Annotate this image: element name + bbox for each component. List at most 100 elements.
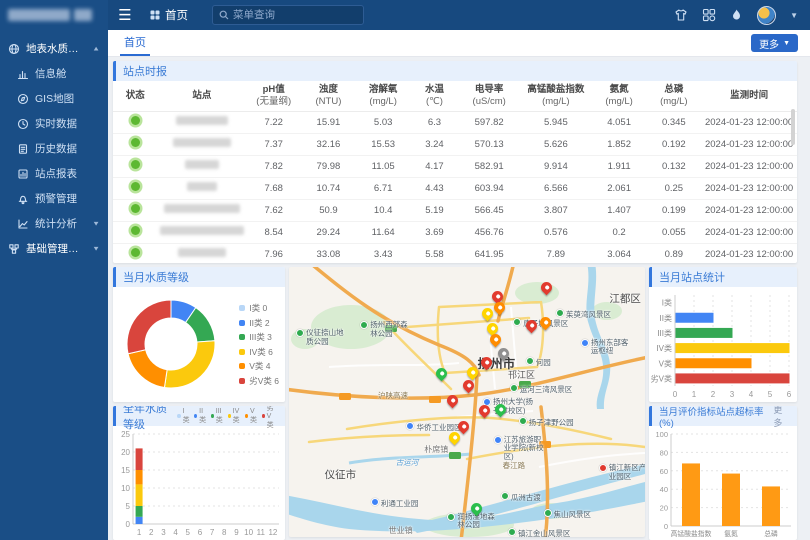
legend-item[interactable]: II类 2 [239, 316, 279, 331]
sidebar-item-历史数据[interactable]: 历史数据 [0, 136, 108, 161]
station-pin-red[interactable] [444, 393, 460, 409]
cell-value: 7.37 [246, 133, 302, 156]
hamburger-menu-icon[interactable]: ☰ [118, 7, 132, 24]
poi-icon [580, 338, 589, 347]
sidebar-item-GIS地图[interactable]: GIS地图 [0, 86, 108, 111]
search-input[interactable] [233, 9, 343, 21]
cell-value: 4.43 [410, 177, 459, 200]
sidebar-item-信息舱[interactable]: 信息舱 [0, 61, 108, 86]
cell-value: 9.914 [519, 155, 592, 178]
panel-title: 当月水质等级 [123, 272, 189, 284]
svg-text:V类: V类 [659, 358, 672, 368]
legend-item[interactable]: V类 [245, 408, 258, 425]
station-pin-red[interactable] [460, 377, 476, 393]
svg-text:6: 6 [198, 528, 203, 537]
cell-value: 5.03 [355, 111, 411, 134]
poi-icon [509, 384, 518, 393]
legend-item[interactable]: 劣V类 6 [239, 374, 279, 389]
theme-shirt-icon[interactable] [674, 8, 688, 22]
panel-title: 当月站点统计 [659, 272, 725, 284]
legend-item[interactable]: II类 [194, 408, 207, 425]
status-dot [113, 111, 158, 134]
compass-icon [17, 93, 29, 104]
cell-value: 5.58 [410, 243, 459, 263]
cell-value: 7.22 [246, 111, 302, 134]
station-name-redacted [157, 199, 247, 222]
svg-text:40: 40 [660, 485, 668, 494]
svg-text:1: 1 [692, 390, 697, 399]
annual-grade-panel: 全年水质等级 I类 II类 III类 IV类 V类 劣V类 0 5 10 15 20 25 1 2 3 4 5… [113, 406, 285, 540]
more-dropdown-button[interactable]: 更多 ▼ [751, 34, 798, 52]
donut-chart: I类 0 II类 2 III类 3 IV类 6 V类 4 劣V类 6 [113, 287, 285, 402]
cell-value: 3.807 [519, 199, 592, 222]
map-poi-label: 利通工业园 [370, 497, 418, 509]
cell-value: 1.911 [591, 155, 647, 178]
cell-value: 0.89 [646, 243, 702, 263]
svg-text:III类: III类 [657, 328, 672, 338]
poi-icon [360, 321, 369, 329]
layout-grid-icon[interactable] [702, 8, 716, 22]
poi-icon [518, 416, 527, 425]
exceed-rate-panel: 当月评价指标站点超标率(%) 更多 0 20 40 60 80 100 高锰酸盐指数 氨氮 总磷 [649, 406, 797, 540]
sidebar-group-0[interactable]: 地表水质量监测系统 ▲ [0, 36, 108, 61]
breadcrumb[interactable]: 首页 [150, 7, 188, 23]
legend-item[interactable]: I类 0 [239, 301, 279, 316]
sidebar-item-实时数据[interactable]: 实时数据 [0, 111, 108, 136]
poi-icon [543, 508, 552, 517]
group-label: 地表水质量监测系统 [26, 43, 86, 55]
legend-item[interactable]: III类 3 [239, 330, 279, 345]
map-poi-label: 镇江新区产业园区 [598, 463, 645, 481]
map-overlay: 扬州市 邗江区 仪征市 江都区 朴席镇 世业镇 古运河 沪陕高速 春江路 仪征捺山地质公园 扬州西郊… [289, 267, 645, 537]
legend-item[interactable]: IV类 6 [239, 345, 279, 360]
map-label: 古运河 [395, 458, 419, 468]
poi-icon [556, 308, 564, 317]
item-label: 信息舱 [35, 68, 67, 80]
svg-text:80: 80 [660, 448, 668, 457]
cell-value: 3.064 [591, 243, 647, 263]
svg-text:0: 0 [126, 520, 131, 529]
column-header: 状态 [113, 81, 158, 112]
flame-icon[interactable] [730, 8, 743, 22]
svg-text:2: 2 [711, 390, 716, 399]
alert-icon [18, 195, 28, 204]
map-poi-label: 润扬湿地森林公园 [447, 512, 501, 530]
cell-value: 2024-01-23 12:00:00 [701, 199, 797, 222]
table-scrollbar[interactable] [791, 109, 795, 145]
sidebar-item-统计分析[interactable]: 统计分析 ▼ [0, 211, 108, 236]
tab-home[interactable]: 首页 [120, 30, 150, 56]
cell-value: 2024-01-23 12:00:00 [701, 177, 797, 200]
svg-text:5: 5 [126, 502, 131, 511]
legend-item[interactable]: IV类 [228, 408, 241, 425]
legend-item[interactable]: 劣V类 [262, 406, 278, 430]
poi-icon [370, 497, 379, 506]
tab-strip: 首页 更多 ▼ [108, 30, 810, 57]
exceed-rate-more-link[interactable]: 更多 [773, 406, 783, 428]
column-header: 高锰酸盐指数 (mg/L) [519, 81, 592, 112]
sidebar-group-1[interactable]: 基础管理系统 ▼ [0, 236, 108, 261]
column-header: 电导率 (uS/cm) [458, 81, 520, 112]
user-avatar[interactable] [757, 5, 777, 25]
cell-value: 0.199 [646, 199, 702, 222]
cell-value: 2024-01-23 12:00:00 [701, 155, 797, 178]
sidebar-menu: 地表水质量监测系统▲ 信息舱 GIS地图实时数据历史数据站点报表预警管理统计分析▼基… [0, 30, 108, 261]
svg-text:4: 4 [173, 528, 178, 537]
legend-item[interactable]: V类 4 [239, 359, 279, 374]
svg-text:20: 20 [660, 504, 668, 513]
sidebar-item-预警管理[interactable]: 预警管理 [0, 186, 108, 211]
more-label: 更多 [759, 39, 780, 51]
sidebar-item-站点报表[interactable]: 站点报表 [0, 161, 108, 186]
map-poi-label: 江苏旅游职业学院(新校区) [493, 435, 548, 462]
legend-item[interactable]: I类 [177, 408, 190, 425]
cell-value: 0.345 [646, 111, 702, 134]
menu-search[interactable] [212, 5, 364, 25]
cell-value: 6.71 [355, 177, 411, 200]
poi-icon [296, 329, 305, 338]
legend-label: V类 4 [249, 361, 271, 372]
svg-text:II类: II类 [660, 313, 672, 323]
station-pin-green[interactable] [433, 365, 450, 381]
chevron-down-icon[interactable]: ▼ [790, 10, 798, 20]
legend-item[interactable]: III类 [211, 408, 224, 425]
station-map[interactable]: 扬州市 邗江区 仪征市 江都区 朴席镇 世业镇 古运河 沪陕高速 春江路 仪征捺山地质公园 扬州西郊… [289, 267, 645, 537]
station-pin-red[interactable] [539, 279, 555, 296]
column-header: 总磷 (mg/L) [646, 81, 702, 112]
